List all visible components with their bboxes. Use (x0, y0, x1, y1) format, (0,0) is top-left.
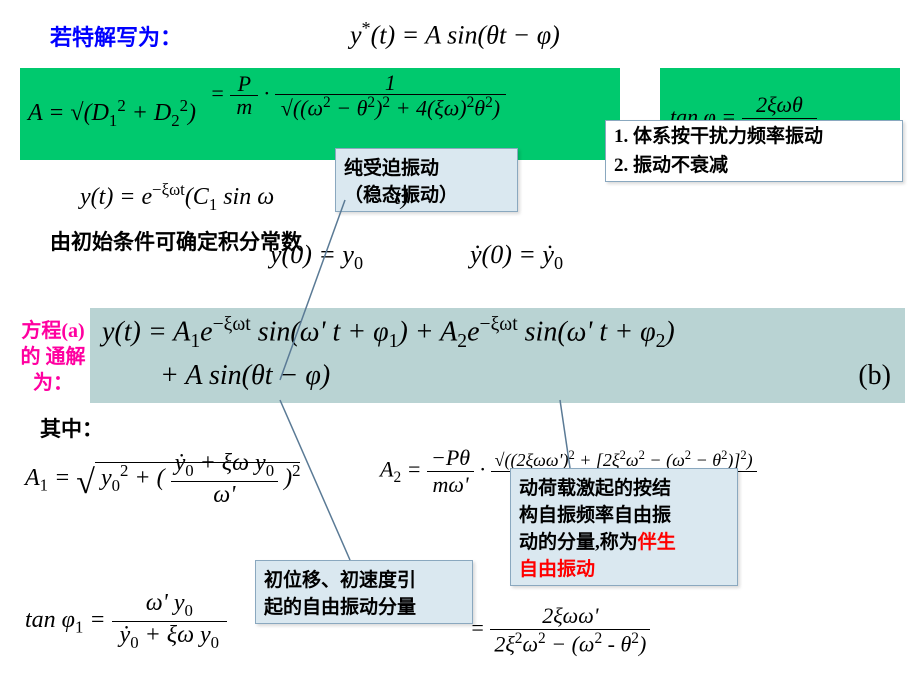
dyn-line3: 动的分量,称为伴生 (519, 527, 729, 554)
init-disp-line1: 初位移、初速度引 (264, 565, 464, 592)
init-disp-line2: 起的自由振动分量 (264, 592, 464, 619)
initial-y0: y(0) = y0 (270, 240, 363, 274)
amplitude-formula-box: A = √(D12 + D22) = P m · 1 √((ω2 − θ2)2 … (20, 68, 620, 160)
tanphi2-formula: = 2ξωω' 2ξ2ω2 − (ω2 - θ2) (470, 603, 650, 657)
equation-a-label: 方程(a) 的 通解 为： (18, 318, 88, 396)
note-item-2: 2. 振动不衰减 (614, 150, 894, 177)
where-label: 其中： (40, 413, 103, 443)
dyn-line1: 动荷载激起的按结 (519, 473, 729, 500)
particular-solution-label: 若特解写为： (50, 20, 182, 52)
tanphi1-formula: tan φ1 = ω' y0 ẏ0 + ξω y0 (25, 590, 227, 653)
dyn-line2: 构自振频率自由振 (519, 500, 729, 527)
initial-displacement-box: 初位移、初速度引 起的自由振动分量 (255, 560, 473, 624)
dynamic-load-box: 动荷载激起的按结 构自振频率自由振 动的分量,称为伴生 自由振动 (510, 468, 738, 586)
forced-line1: 纯受迫振动 (344, 153, 509, 180)
yt-transient-formula: y(t) = e−ξωt(C1 sin ω t) (80, 180, 409, 215)
note-item-1: 1. 体系按干扰力频率振动 (614, 125, 894, 150)
general-solution-box: y(t) = A1e−ξωt sin(ω' t + φ1) + A2e−ξωt … (90, 308, 905, 403)
initial-condition-label: 由初始条件可确定积分常数 (50, 228, 302, 256)
particular-solution-formula: y*(t) = A sin(θt − φ) (350, 18, 560, 51)
a1-formula: A1 = √ y02 + ( ẏ0 + ξω y0 ω' )2 (25, 450, 300, 509)
dyn-line4: 自由振动 (519, 554, 729, 581)
initial-ydot0: ẏ(0) = ẏ0 (470, 240, 563, 274)
notes-box: 1. 体系按干扰力频率振动 2. 振动不衰减 (605, 120, 903, 182)
equation-tag-b: (b) (858, 360, 891, 392)
